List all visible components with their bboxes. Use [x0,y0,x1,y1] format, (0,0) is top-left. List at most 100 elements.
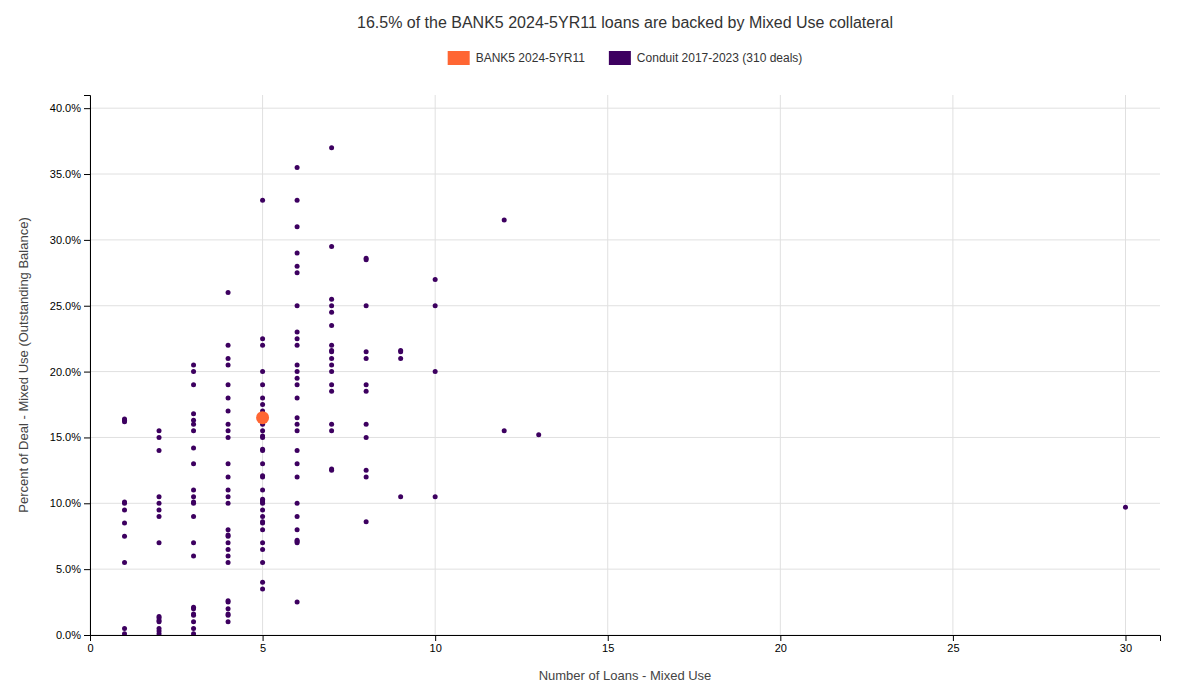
point [295,428,300,433]
point [260,519,265,524]
tick-mark [608,635,609,641]
point [157,507,162,512]
point [122,534,127,539]
point [364,422,369,427]
point [191,418,196,423]
legend-label: Conduit 2017-2023 (310 deals) [637,51,802,65]
point [329,244,334,249]
axis-line [91,636,1161,642]
tick: 40.0% [50,102,90,114]
tick: 30.0% [50,234,90,246]
tick-mark [84,240,90,241]
point [226,382,231,387]
point [502,218,507,223]
point [256,411,269,424]
grid-line [90,239,1160,240]
point [122,631,127,635]
point [226,606,231,611]
grid-line [262,95,263,635]
point [295,343,300,348]
background [0,0,1200,700]
point [260,434,265,439]
point [364,349,369,354]
point [295,251,300,256]
point [191,499,196,504]
point [329,348,334,353]
point [191,514,196,519]
axis-line [84,96,91,636]
point [295,422,300,427]
point [226,356,231,361]
point [191,411,196,416]
point [295,270,300,275]
point [157,501,162,506]
point [122,521,127,526]
point [226,435,231,440]
point [364,474,369,479]
point [536,432,541,437]
point [157,428,162,433]
point [260,560,265,565]
point [260,488,265,493]
tick: 10 [430,635,442,654]
point [226,422,231,427]
point [295,600,300,605]
grid-line [90,437,1160,438]
point [295,382,300,387]
point [433,494,438,499]
point [260,580,265,585]
point [226,363,231,368]
point [260,382,265,387]
point [191,540,196,545]
point [226,290,231,295]
point [226,395,231,400]
tick-label: 25.0% [50,300,81,312]
point [502,428,507,433]
point [295,369,300,374]
tick: 20 [775,635,787,654]
point [260,343,265,348]
point [329,297,334,302]
point [226,461,231,466]
point [122,417,127,422]
tick-mark [84,306,90,307]
point [226,343,231,348]
point [329,356,334,361]
tick: 15.0% [50,431,90,443]
point [364,303,369,308]
tick: 5 [260,635,266,654]
point [364,389,369,394]
point [329,303,334,308]
point [329,428,334,433]
point [260,461,265,466]
point [260,586,265,591]
point [122,507,127,512]
point [226,611,231,616]
point [122,626,127,631]
tick: 25.0% [50,300,90,312]
tick: 10.0% [50,497,90,509]
point [226,560,231,565]
point [329,323,334,328]
point [364,435,369,440]
tick-mark [84,108,90,109]
point [295,395,300,400]
point [295,474,300,479]
point [191,611,196,616]
point [157,448,162,453]
point [226,598,231,603]
tick-mark [780,635,781,641]
tick-label: 20 [775,642,787,654]
tick-mark [84,635,90,636]
tick-label: 10.0% [50,497,81,509]
point [226,494,231,499]
point [260,395,265,400]
point [364,468,369,473]
tick-mark [435,635,436,641]
grid-line [90,569,1160,570]
tick-label: 15.0% [50,431,81,443]
y-axis: 0.0%5.0%10.0%15.0%20.0%25.0%30.0%35.0%40… [50,96,91,642]
point [295,376,300,381]
point [226,540,231,545]
point [329,145,334,150]
